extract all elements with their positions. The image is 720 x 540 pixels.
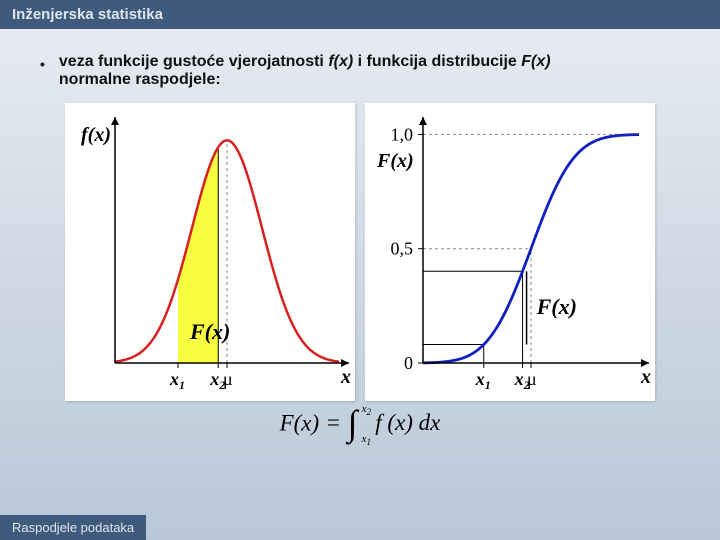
bullet-line: • veza funkcije gustoće vjerojatnosti f(…: [40, 53, 680, 89]
svg-text:F(x): F(x): [189, 319, 230, 344]
svg-text:F(x): F(x): [376, 150, 414, 172]
header-bar: Inženjerska statistika: [0, 0, 720, 29]
content-area: • veza funkcije gustoće vjerojatnosti f(…: [0, 29, 720, 441]
svg-text:μ: μ: [223, 369, 233, 389]
svg-text:F(x): F(x): [536, 294, 577, 319]
svg-text:μ: μ: [527, 369, 537, 389]
bullet-body: veza funkcije gustoće vjerojatnosti f(x)…: [59, 53, 551, 89]
bullet-fx: f(x): [328, 53, 353, 70]
bullet-pre: veza funkcije gustoće vjerojatnosti: [59, 53, 328, 70]
bullet-marker: •: [40, 56, 45, 72]
svg-text:x: x: [640, 366, 651, 388]
formula-integrand: f (x) dx: [375, 410, 440, 435]
bullet-mid: i funkcija distribucije: [353, 53, 521, 70]
formula-eq: =: [327, 410, 340, 435]
svg-text:0,5: 0,5: [391, 239, 414, 259]
svg-text:x1: x1: [475, 369, 491, 392]
svg-text:x: x: [340, 366, 351, 388]
bullet-post: normalne raspodjele:: [59, 71, 221, 88]
cdf-svg: 00,51,0F(x)xx1x2μF(x): [365, 103, 655, 401]
formula: F(x) = ∫ x2 x1 f (x) dx: [40, 409, 680, 441]
pdf-svg: f(x)xx1x2μF(x): [65, 103, 355, 401]
svg-text:1,0: 1,0: [391, 124, 414, 144]
cdf-panel: 00,51,0F(x)xx1x2μF(x): [365, 103, 655, 401]
figure-row: f(x)xx1x2μF(x) 00,51,0F(x)xx1x2μF(x): [40, 103, 680, 401]
pdf-panel: f(x)xx1x2μF(x): [65, 103, 355, 401]
svg-text:x1: x1: [169, 369, 185, 392]
header-title: Inženjerska statistika: [12, 6, 163, 23]
bullet-Fx: F(x): [521, 53, 550, 70]
formula-lhs: F(x): [280, 410, 320, 435]
int-upper-sub: 2: [367, 407, 372, 417]
svg-text:0: 0: [404, 353, 413, 373]
int-lower-sub: 1: [367, 437, 372, 447]
integral-icon: ∫ x2 x1: [348, 409, 358, 441]
svg-text:f(x): f(x): [81, 124, 111, 146]
footer-label: Raspodjele podataka: [12, 520, 134, 535]
footer-bar: Raspodjele podataka: [0, 515, 146, 540]
